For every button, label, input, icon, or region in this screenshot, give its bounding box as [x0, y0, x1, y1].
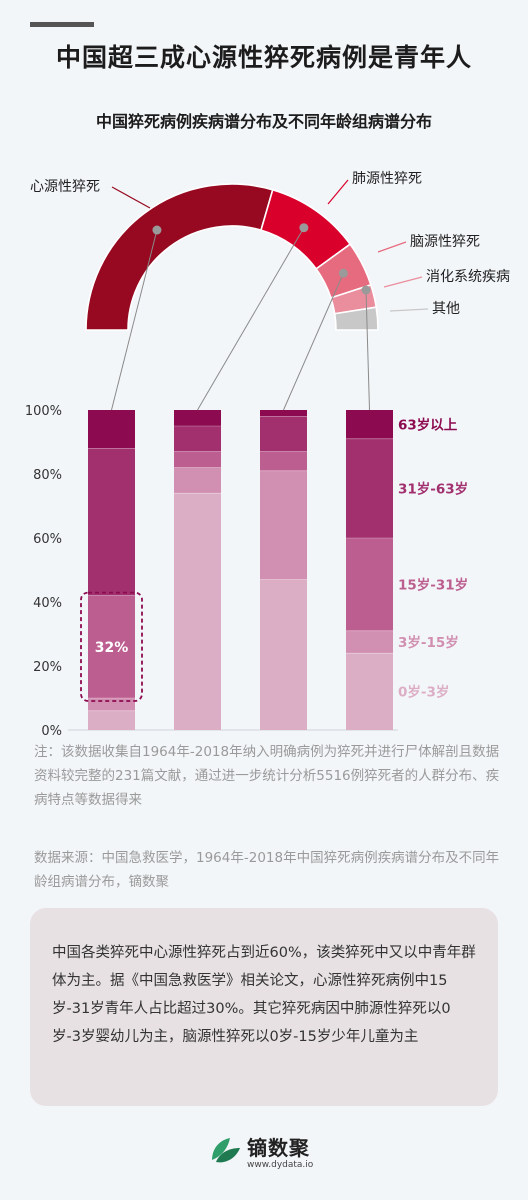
slice-label: 心源性猝死: [30, 179, 100, 195]
brand-leaf-icon: [212, 1138, 240, 1163]
leader-dot: [338, 268, 348, 278]
leader-line: [283, 273, 344, 411]
leader-dot: [152, 225, 162, 235]
brand-url: www.dydata.io: [247, 1160, 314, 1170]
y-tick-label: 60%: [33, 532, 62, 547]
legend-label: 0岁-3岁: [398, 684, 449, 701]
summary-text: 中国各类猝死中心源性猝死占到近60%，该类猝死中又以中青年群体为主。据《中国急救…: [52, 945, 476, 1045]
bar-segment: [88, 595, 135, 698]
bar-segment: [88, 698, 135, 711]
bar-segment: [260, 470, 307, 580]
bar-segment: [260, 451, 307, 471]
bar-segment: [260, 579, 307, 730]
data-note: 注：该数据收集自1964年-2018年纳入明确病例为猝死并进行尸体解剖且数据资料…: [34, 744, 500, 808]
bar-segment: [174, 451, 221, 468]
leader-line: [111, 229, 158, 411]
legend-label: 63岁以上: [398, 416, 458, 433]
chart-area: 0% 20% 40% 60% 80% 100% 0岁-3岁 3岁-15岁 15岁-31岁 31岁-…: [25, 171, 510, 739]
slice-label: 脑源性猝死: [410, 234, 480, 250]
bar-segment: [88, 448, 135, 596]
bar-segment: [260, 410, 307, 417]
bar-segment: [174, 467, 221, 494]
y-tick-label: 40%: [33, 596, 62, 611]
y-tick-label: 100%: [25, 404, 62, 419]
bar-segment: [88, 710, 135, 730]
slice-label: 消化系统疾病: [426, 269, 510, 285]
slice-callout-line: [111, 186, 151, 209]
slice-label: 肺源性猝死: [352, 171, 422, 187]
bar-segment: [174, 426, 221, 452]
slice-callout-line: [327, 179, 349, 205]
y-tick-label: 20%: [33, 660, 62, 675]
slice-callout-line: [389, 308, 429, 312]
page-title: 中国超三成心源性猝死病例是青年人: [55, 43, 472, 72]
legend-label: 15岁-31岁: [398, 576, 468, 593]
bar-segment: [88, 410, 135, 449]
bar-segment: [346, 438, 393, 538]
data-source: 数据来源：中国急救医学，1964年-2018年中国猝死病例疾病谱分布及不同年龄组…: [34, 850, 500, 890]
legend-label: 31岁-63岁: [398, 480, 468, 497]
y-tick-label: 80%: [33, 468, 62, 483]
slice-callout-line: [383, 276, 423, 288]
brand-name: 镝数聚: [247, 1136, 310, 1160]
leader-line: [365, 289, 370, 411]
bar-segment: [346, 410, 393, 439]
leader-dot: [361, 285, 371, 295]
annotation-box: [80, 591, 143, 702]
legend-label: 3岁-15岁: [398, 634, 459, 651]
slice-label: 其他: [432, 301, 460, 317]
summary-box: 中国各类猝死中心源性猝死占到近60%，该类猝死中又以中青年群体为主。据《中国急救…: [30, 908, 498, 1106]
slice-callout-line: [377, 241, 407, 253]
bar-segment: [260, 416, 307, 452]
donut-slice: [85, 183, 274, 331]
title-accent-bar: [30, 22, 94, 27]
annotation-label: 32%: [95, 640, 129, 656]
bar-segment: [346, 653, 393, 730]
y-tick-label: 0%: [41, 724, 62, 739]
chart-subtitle: 中国猝死病例疾病谱分布及不同年龄组病谱分布: [95, 112, 432, 131]
leader-line: [197, 227, 305, 411]
bar-segment: [174, 410, 221, 426]
bar-segment: [346, 630, 393, 654]
bar-segment: [346, 538, 393, 631]
leader-dot: [299, 223, 309, 233]
bar-segment: [174, 493, 221, 730]
